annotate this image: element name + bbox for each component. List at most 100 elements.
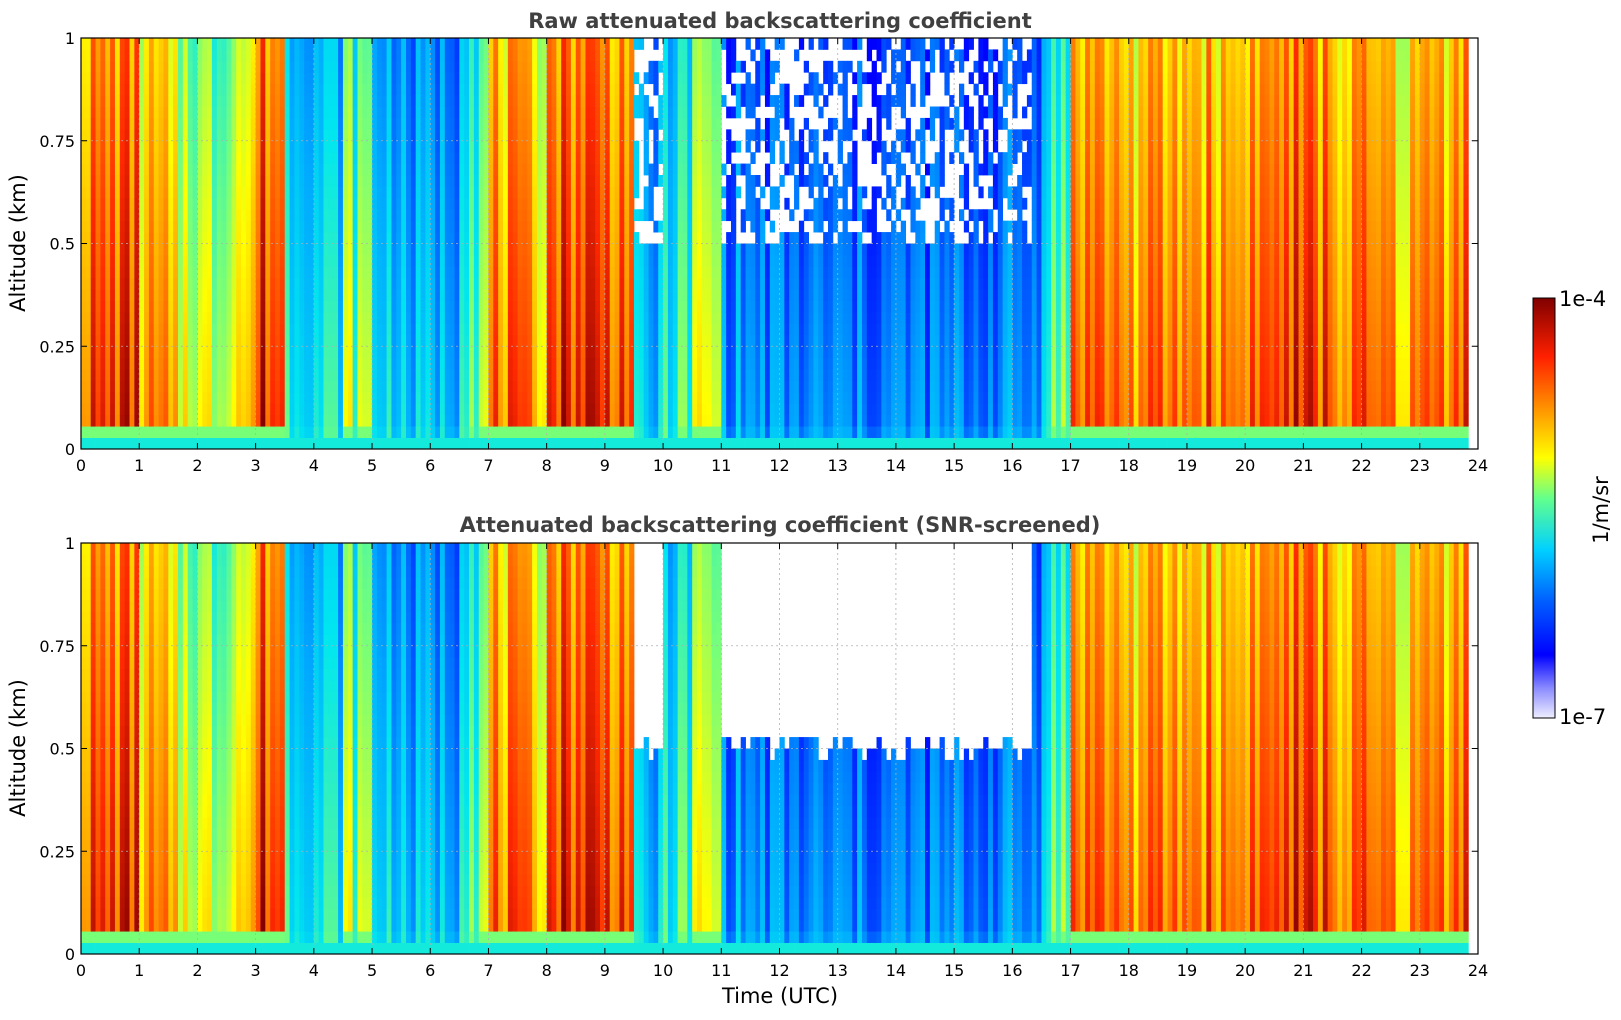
heatmap-cell xyxy=(585,346,591,359)
heatmap-cell xyxy=(449,140,455,153)
heatmap-cell xyxy=(512,152,518,164)
heatmap-cell xyxy=(173,403,179,416)
heatmap-cell xyxy=(323,277,329,290)
heatmap-cell xyxy=(536,289,543,301)
heatmap-cell xyxy=(406,186,412,199)
heatmap-cell xyxy=(328,369,334,381)
heatmap-cell xyxy=(478,95,485,107)
heatmap-cell xyxy=(687,334,693,347)
heatmap-cell xyxy=(347,437,354,450)
heatmap-cell xyxy=(173,106,179,119)
heatmap-cell xyxy=(648,437,654,450)
heatmap-cell xyxy=(367,277,373,290)
heatmap-cell xyxy=(352,243,358,256)
heatmap-cell xyxy=(250,266,257,279)
heatmap-cell xyxy=(148,163,155,176)
heatmap-cell xyxy=(590,300,596,313)
heatmap-cell xyxy=(279,403,286,416)
heatmap-cell xyxy=(629,49,635,62)
heatmap-cell xyxy=(376,83,383,96)
heatmap-cell xyxy=(105,300,111,313)
heatmap-cell xyxy=(245,437,252,450)
heatmap-cell xyxy=(362,209,368,222)
heatmap-cell xyxy=(570,117,577,130)
heatmap-cell xyxy=(716,266,722,279)
heatmap-cell xyxy=(367,197,373,210)
heatmap-cell xyxy=(507,186,514,199)
heatmap-cell xyxy=(488,140,494,153)
heatmap-cell xyxy=(318,175,324,187)
heatmap-cell xyxy=(580,312,586,324)
heatmap-cell xyxy=(231,117,237,130)
heatmap-cell xyxy=(134,369,140,381)
heatmap-cell xyxy=(323,369,329,381)
heatmap-cell xyxy=(643,334,649,347)
heatmap-cell xyxy=(449,60,455,73)
heatmap-cell xyxy=(716,72,722,85)
heatmap-cell xyxy=(444,95,451,107)
heatmap-cell xyxy=(406,357,412,370)
heatmap-cell xyxy=(406,243,412,256)
heatmap-cell xyxy=(730,289,737,301)
heatmap-cell xyxy=(498,83,504,96)
heatmap-cell xyxy=(764,357,771,370)
heatmap-cell xyxy=(231,391,237,404)
heatmap-cell xyxy=(372,369,378,381)
heatmap-cell xyxy=(289,437,295,450)
heatmap-cell xyxy=(677,312,683,324)
heatmap-cell xyxy=(648,380,654,393)
heatmap-cell xyxy=(129,357,135,370)
heatmap-cell xyxy=(507,426,514,438)
heatmap-cell xyxy=(352,437,358,450)
heatmap-cell xyxy=(604,426,611,438)
heatmap-cell xyxy=(493,346,499,359)
heatmap-cell xyxy=(629,357,635,370)
heatmap-cell xyxy=(512,140,518,153)
heatmap-cell xyxy=(129,83,135,96)
heatmap-cell xyxy=(663,140,669,153)
heatmap-cell xyxy=(566,437,572,450)
heatmap-cell xyxy=(342,129,349,142)
heatmap-cell xyxy=(546,289,552,301)
heatmap-cell xyxy=(478,106,485,119)
heatmap-cell xyxy=(294,243,300,256)
heatmap-cell xyxy=(730,197,737,210)
heatmap-cell xyxy=(561,129,567,142)
heatmap-cell xyxy=(561,323,567,336)
heatmap-cell xyxy=(682,140,688,153)
heatmap-cell xyxy=(391,83,397,96)
heatmap-cell xyxy=(566,129,572,142)
heatmap-cell xyxy=(260,209,266,222)
heatmap-cell xyxy=(658,220,664,233)
heatmap-cell xyxy=(381,209,387,222)
heatmap-cell xyxy=(401,426,407,438)
heatmap-cell xyxy=(367,437,373,450)
heatmap-cell xyxy=(454,300,460,313)
heatmap-cell xyxy=(425,95,431,107)
heatmap-cell xyxy=(643,323,649,336)
heatmap-cell xyxy=(420,117,426,130)
heatmap-cell xyxy=(750,289,756,301)
heatmap-cell xyxy=(381,220,387,233)
heatmap-cell xyxy=(527,346,533,359)
heatmap-cell xyxy=(503,437,509,450)
heatmap-cell xyxy=(396,106,402,119)
heatmap-cell xyxy=(362,163,368,176)
heatmap-cell xyxy=(745,403,751,416)
heatmap-cell xyxy=(488,243,494,256)
heatmap-cell xyxy=(551,117,557,130)
heatmap-cell xyxy=(304,391,310,404)
heatmap-cell xyxy=(173,369,179,381)
heatmap-cell xyxy=(745,243,751,256)
heatmap-cell xyxy=(192,437,198,450)
heatmap-cell xyxy=(207,380,213,393)
heatmap-cell xyxy=(585,72,591,85)
heatmap-cell xyxy=(536,334,543,347)
heatmap-cell xyxy=(730,323,737,336)
heatmap-cell xyxy=(638,300,645,313)
heatmap-cell xyxy=(391,106,397,119)
heatmap-cell xyxy=(119,117,126,130)
heatmap-cell xyxy=(173,72,179,85)
heatmap-cell xyxy=(381,426,387,438)
heatmap-cell xyxy=(182,83,189,96)
